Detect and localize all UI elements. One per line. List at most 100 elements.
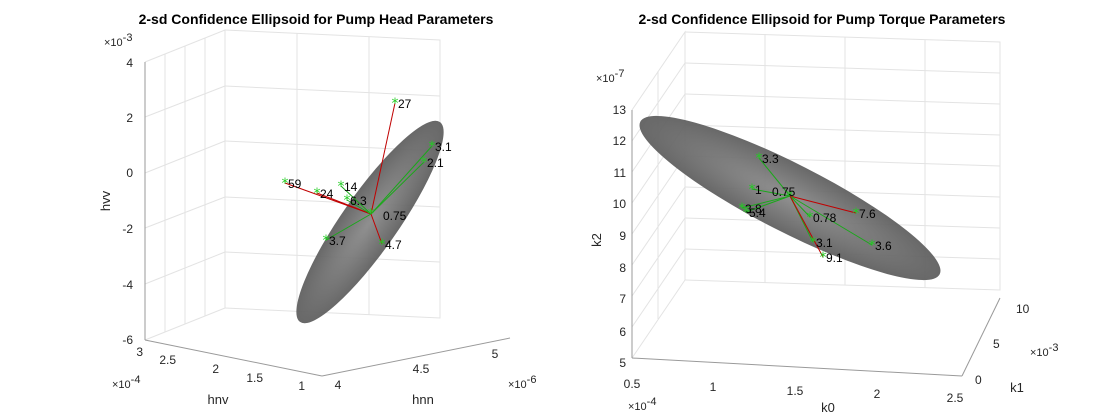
- torque-z-tick: 10: [613, 197, 627, 211]
- head-point-marker: *: [379, 237, 386, 253]
- torque-point-marker: *: [810, 235, 817, 251]
- head-point-label: 27: [398, 97, 412, 111]
- head-z-tick: 4: [126, 56, 133, 70]
- torque-deviation-line: [741, 195, 791, 209]
- torque-y-tick: 10: [1016, 302, 1030, 316]
- head-axes: [144, 62, 511, 377]
- head-x-ticks: 4 4.5 5: [335, 347, 499, 392]
- head-point-marker: *: [314, 186, 321, 202]
- head-point-label: 2.1: [427, 156, 444, 170]
- torque-z-tick: 7: [619, 292, 626, 306]
- torque-z-tick: 6: [619, 325, 626, 339]
- head-deviation-line: [325, 213, 372, 241]
- head-plot: 2-sd Confidence Ellipsoid for Pump Head …: [98, 11, 536, 407]
- torque-z-tick: 8: [619, 261, 626, 275]
- torque-y-tick: 0: [975, 373, 982, 387]
- head-center-marker: *: [368, 207, 375, 222]
- torque-deviation-line: [789, 195, 873, 246]
- head-z-tick: 0: [126, 166, 133, 180]
- torque-x-exponent: ×10-4: [628, 396, 656, 413]
- torque-point-marker: *: [869, 238, 876, 254]
- torque-y-tick: 5: [993, 337, 1000, 351]
- head-deviation-line: [370, 145, 433, 215]
- head-ellipsoid: [296, 120, 444, 324]
- torque-plot: 2-sd Confidence Ellipsoid for Pump Torqu…: [589, 11, 1058, 415]
- head-point-label: 4.7: [385, 238, 402, 252]
- head-point-marker: *: [344, 193, 351, 209]
- torque-center-label: 0.75: [772, 185, 796, 199]
- head-x-tick: 4: [335, 378, 342, 392]
- torque-x-tick: 1.5: [787, 384, 804, 398]
- torque-point-marker: *: [749, 182, 756, 198]
- torque-point-marker: *: [743, 205, 750, 221]
- head-y-tick: 1.5: [246, 371, 263, 385]
- torque-z-label: k2: [589, 233, 604, 247]
- head-x-label: hnn: [412, 392, 434, 407]
- torque-deviation-line: [751, 188, 791, 197]
- torque-point-label: 5.4: [749, 206, 766, 220]
- torque-y-ticks: 0 5 10: [975, 302, 1030, 387]
- head-point-label: 3.1: [435, 140, 452, 154]
- torque-point-label: 3.6: [875, 239, 892, 253]
- head-y-tick: 1: [298, 379, 305, 393]
- torque-deviation-line: [789, 195, 824, 258]
- torque-y-label: k1: [1010, 380, 1024, 395]
- torque-x-label: k0: [821, 400, 835, 415]
- head-z-label: hvv: [98, 190, 113, 211]
- head-point-label: 59: [288, 177, 302, 191]
- torque-deviation-line: [789, 195, 811, 218]
- head-y-label: hnv: [208, 392, 229, 407]
- torque-z-tick: 13: [613, 103, 627, 117]
- torque-z-tick: 9: [619, 229, 626, 243]
- torque-axes: [631, 110, 1001, 377]
- head-y-ticks: 3 2.5 2 1.5 1: [136, 345, 305, 393]
- head-z-ticks: -6 -4 -2 0 2 4: [122, 56, 133, 347]
- torque-y-exponent: ×10-3: [1030, 342, 1058, 359]
- head-y-tick: 2: [212, 362, 219, 376]
- torque-point-label: 3.8: [745, 202, 762, 216]
- head-deviation-line: [370, 102, 396, 215]
- head-deviation-line: [340, 185, 372, 215]
- torque-z-exponent: ×10-7: [596, 68, 624, 85]
- head-deviation-line: [370, 161, 425, 215]
- torque-x-ticks: 0.5 1 1.5 2 2.5: [624, 377, 964, 405]
- head-deviation-line: [346, 199, 372, 215]
- head-x-exponent: ×10-6: [508, 374, 536, 391]
- torque-z-tick: 11: [614, 166, 627, 180]
- head-point-marker: *: [392, 96, 399, 112]
- torque-point-label: 0.78: [813, 211, 837, 225]
- head-point-marker: *: [429, 139, 436, 155]
- torque-deviation-line: [758, 157, 791, 197]
- head-point-marker: *: [421, 155, 428, 171]
- head-x-tick: 5: [492, 347, 499, 361]
- torque-x-tick: 1: [710, 380, 717, 394]
- head-point-marker: *: [282, 176, 289, 192]
- head-y-tick: 2.5: [159, 353, 176, 367]
- torque-point-label: 1: [755, 183, 762, 197]
- head-point-label: 14: [344, 180, 358, 194]
- torque-z-tick: 12: [613, 134, 627, 148]
- head-point-label: 24: [320, 187, 334, 201]
- torque-x-tick: 2: [874, 387, 881, 401]
- head-z-tick: -4: [122, 278, 133, 292]
- torque-x-tick: 2.5: [947, 391, 964, 405]
- head-grid: [144, 29, 441, 341]
- head-y-tick: 3: [136, 345, 143, 359]
- head-point-label: 3.7: [329, 234, 346, 248]
- head-plot-title: 2-sd Confidence Ellipsoid for Pump Head …: [139, 11, 494, 27]
- torque-plot-title: 2-sd Confidence Ellipsoid for Pump Torqu…: [639, 11, 1006, 27]
- torque-point-label: 3.3: [762, 152, 779, 166]
- head-x-tick: 4.5: [413, 362, 430, 376]
- head-z-tick: -6: [122, 333, 133, 347]
- head-z-tick: -2: [122, 222, 133, 236]
- torque-x-tick: 0.5: [624, 377, 641, 391]
- torque-deviation-line: [789, 195, 857, 214]
- head-deviation-line: [370, 213, 383, 245]
- head-point-marker: *: [323, 233, 330, 249]
- head-data-points: * 0.75* 27* 3.1* 2.1* 59* 24 * 14* 6.3* 3.7 * 4.7: [282, 96, 453, 253]
- torque-point-marker: *: [807, 210, 814, 226]
- torque-z-ticks: 5 6 7 8 9 10 11 12 13: [613, 103, 627, 370]
- head-y-exponent: ×10-4: [112, 374, 140, 391]
- head-z-exponent: ×10-3: [104, 32, 132, 49]
